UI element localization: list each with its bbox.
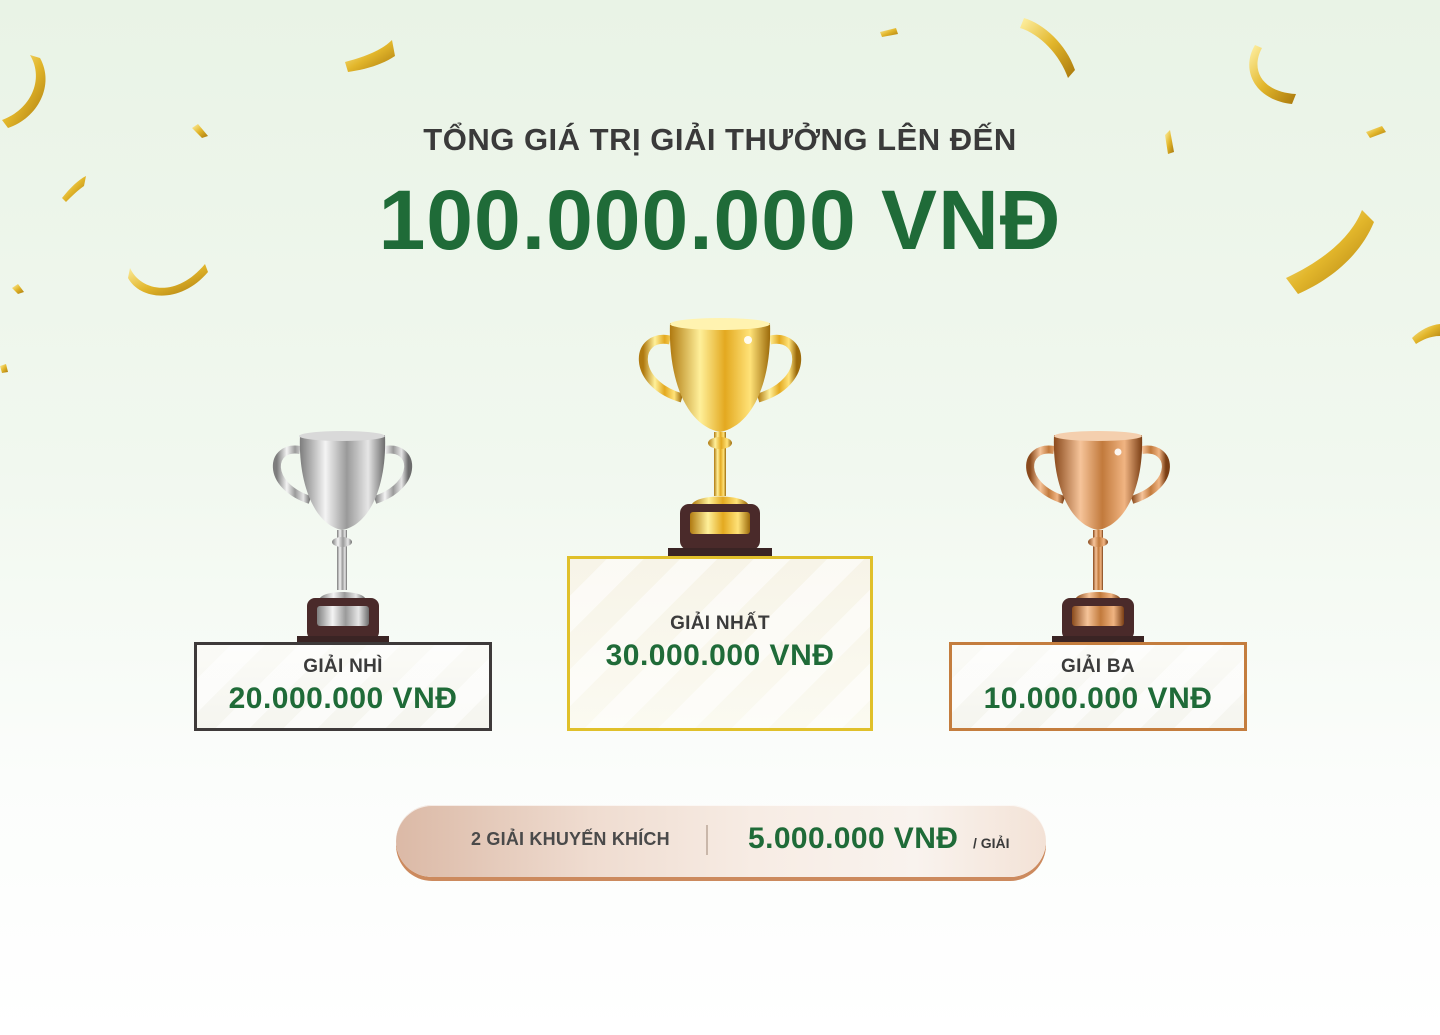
consolation-prize-banner: 2 GIẢI KHUYẾN KHÍCH 5.000.000 VNĐ / GIẢI (396, 805, 1046, 877)
consolation-divider (706, 825, 708, 855)
prize-card-first: GIẢI NHẤT 30.000.000 VNĐ (567, 556, 873, 731)
consolation-unit: / GIẢI (973, 835, 1010, 851)
prize-amount-first: 30.000.000 VNĐ (605, 639, 835, 672)
silver-trophy-icon (265, 430, 420, 645)
prize-label-third: GIẢI BA (1061, 656, 1135, 677)
gold-trophy-icon (630, 318, 810, 558)
consolation-amount: 5.000.000 VNĐ (748, 822, 959, 855)
prize-label-first: GIẢI NHẤT (670, 613, 770, 634)
prize-card-second: GIẢI NHÌ 20.000.000 VNĐ (194, 642, 492, 731)
prize-card-third: GIẢI BA 10.000.000 VNĐ (949, 642, 1247, 731)
prize-amount-third: 10.000.000 VNĐ (983, 682, 1213, 715)
prize-total-subtitle: TỔNG GIÁ TRỊ GIẢI THƯỞNG LÊN ĐẾN (423, 122, 1017, 157)
prize-label-second: GIẢI NHÌ (303, 656, 383, 677)
prize-amount-second: 20.000.000 VNĐ (228, 682, 458, 715)
bronze-trophy-icon (1018, 430, 1178, 645)
prize-total-amount: 100.000.000 VNĐ (378, 173, 1062, 267)
consolation-label: 2 GIẢI KHUYẾN KHÍCH (471, 829, 670, 849)
